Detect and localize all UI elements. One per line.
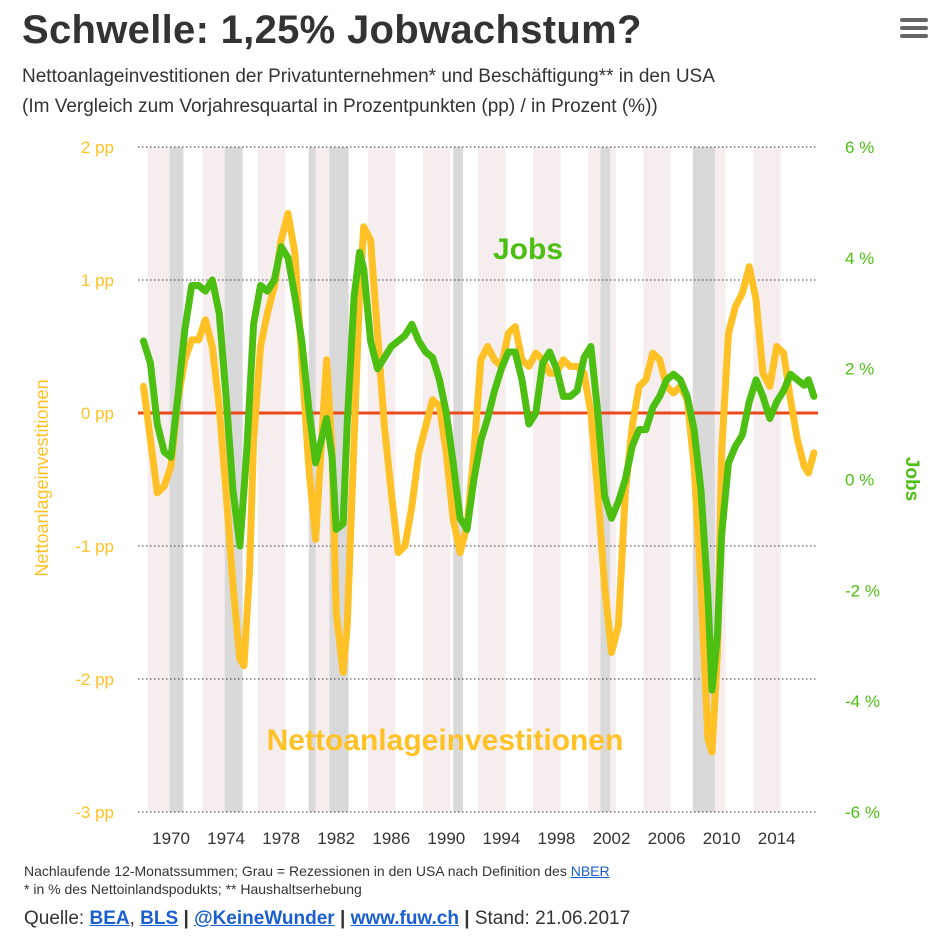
left-axis-ticks: 2 pp 1 pp 0 pp -1 pp -2 pp -3 pp [75, 138, 114, 822]
x-axis-ticks: 1970 1974 1978 1982 1986 1990 1994 1998 2002 2006… [152, 829, 795, 848]
separator: | [183, 908, 189, 929]
left-axis-tick-label: 1 pp [81, 271, 114, 290]
separator: | [339, 908, 346, 929]
jobs-annotation: Jobs [493, 233, 563, 266]
separator: | [464, 908, 470, 929]
chart-subtitle: Nettoanlageinvestitionen der Privatunter… [22, 66, 715, 87]
left-axis-tick-label: 2 pp [81, 138, 114, 157]
left-axis-tick-label: -1 pp [75, 537, 114, 556]
right-axis-label: Jobs [901, 457, 922, 501]
x-axis-tick-label: 1998 [538, 829, 576, 848]
series-lines [140, 210, 818, 756]
x-axis-tick-label: 2014 [758, 829, 796, 848]
left-axis-label: Nettoanlageinvestitionen [32, 379, 52, 576]
x-axis-tick-label: 2002 [593, 829, 631, 848]
x-axis-tick-label: 2006 [648, 829, 686, 848]
note-line-2: * in % des Nettoinlandspodukts; ** Haush… [24, 881, 362, 897]
right-axis-tick-label: 0 % [845, 471, 874, 490]
x-axis-tick-label: 1994 [482, 829, 520, 848]
background-stripe [643, 147, 671, 812]
right-axis-tick-label: 6 % [845, 138, 874, 157]
bea-link[interactable]: BEA [89, 908, 130, 929]
investment-annotation: Nettoanlageinvestitionen [267, 724, 624, 757]
chart-subtitle-units: (Im Vergleich zum Vorjahresquartal in Pr… [22, 96, 658, 117]
source-comma: , [129, 908, 135, 929]
left-axis-tick-label: -3 pp [75, 803, 114, 822]
left-axis-tick-label: -2 pp [75, 670, 114, 689]
jobs-series-line [140, 243, 818, 694]
right-axis-tick-label: -4 % [845, 692, 880, 711]
nber-link[interactable]: NBER [570, 863, 610, 879]
x-axis-tick-label: 1970 [152, 829, 190, 848]
hamburger-menu-icon[interactable] [900, 18, 928, 40]
x-axis-tick-label: 1974 [207, 829, 245, 848]
recession-band [169, 147, 184, 812]
background-stripe [753, 147, 781, 812]
note-recession: Nachlaufende 12-Monatssummen; Grau = Rez… [24, 863, 567, 879]
chart-notes: Nachlaufende 12-Monatssummen; Grau = Rez… [24, 862, 610, 898]
chart-plot: 2 pp 1 pp 0 pp -1 pp -2 pp -3 pp 6 % 4 % 2 % 0 %… [32, 138, 922, 848]
x-axis-tick-label: 1978 [262, 829, 300, 848]
stand-date: Stand: 21.06.2017 [474, 908, 631, 929]
x-axis-tick-label: 2010 [703, 829, 741, 848]
source-label: Quelle: [24, 908, 85, 929]
background-stripe [533, 147, 561, 812]
right-axis-tick-label: -2 % [845, 581, 880, 600]
x-axis-tick-label: 1990 [427, 829, 465, 848]
right-axis-tick-label: -6 % [845, 803, 880, 822]
right-axis-tick-label: 2 % [845, 360, 874, 379]
website-link[interactable]: www.fuw.ch [350, 908, 459, 929]
x-axis-tick-label: 1982 [317, 829, 355, 848]
chart-title: Schwelle: 1,25% Jobwachstum? [22, 8, 642, 52]
background-stripe [478, 147, 506, 812]
left-axis-tick-label: 0 pp [81, 404, 114, 423]
right-axis-ticks: 6 % 4 % 2 % 0 % -2 % -4 % -6 % [845, 138, 880, 822]
right-axis-tick-label: 4 % [845, 249, 874, 268]
x-axis-tick-label: 1986 [372, 829, 410, 848]
investment-series-line [140, 210, 818, 756]
source-line: Quelle: BEA, BLS | @KeineWunder | www.fu… [24, 908, 630, 930]
note-line-1: Nachlaufende 12-Monatssummen; Grau = Rez… [24, 862, 610, 880]
bls-link[interactable]: BLS [140, 908, 179, 929]
twitter-link[interactable]: @KeineWunder [194, 908, 335, 929]
